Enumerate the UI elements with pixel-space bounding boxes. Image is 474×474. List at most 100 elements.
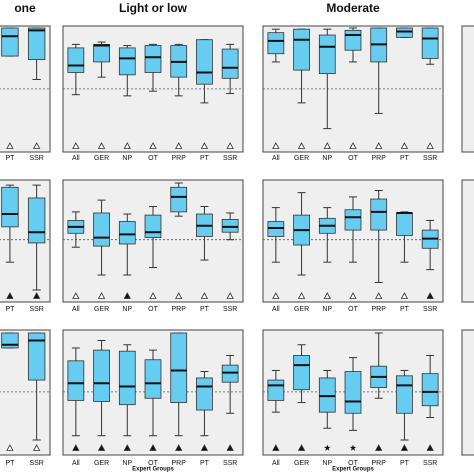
box bbox=[396, 212, 413, 236]
box bbox=[170, 186, 188, 213]
box bbox=[221, 364, 239, 383]
marker bbox=[175, 142, 183, 149]
x-tick-label: All bbox=[272, 155, 280, 162]
panel-title: Moderate bbox=[326, 1, 380, 15]
marker bbox=[272, 444, 280, 451]
box bbox=[293, 28, 310, 71]
marker bbox=[349, 142, 357, 149]
x-tick-label: PT bbox=[400, 306, 410, 313]
x-tick-label: PRP bbox=[372, 155, 387, 162]
box bbox=[27, 332, 46, 381]
x-tick-label: SSR bbox=[223, 155, 237, 162]
box bbox=[1, 27, 19, 57]
box bbox=[67, 360, 85, 401]
x-tick-label: GER bbox=[294, 460, 309, 467]
x-tick-label: SSR bbox=[423, 460, 437, 467]
x-tick-label: PT bbox=[400, 460, 410, 467]
marker bbox=[32, 292, 41, 299]
panel-title: Light or low bbox=[119, 1, 188, 15]
box bbox=[421, 373, 439, 407]
box bbox=[1, 186, 19, 228]
box bbox=[67, 47, 85, 73]
box bbox=[221, 48, 239, 79]
x-tick-label: SSR bbox=[29, 460, 43, 467]
marker bbox=[426, 292, 434, 299]
marker bbox=[72, 142, 80, 149]
box bbox=[93, 212, 110, 247]
marker bbox=[32, 142, 41, 149]
x-tick-label: All bbox=[72, 155, 80, 162]
x-tick-label: PT bbox=[200, 460, 210, 467]
box bbox=[344, 371, 362, 414]
box bbox=[267, 32, 285, 55]
marker bbox=[72, 444, 80, 451]
x-tick-label: All bbox=[272, 460, 280, 467]
marker bbox=[297, 142, 306, 149]
box bbox=[221, 218, 239, 233]
marker bbox=[97, 292, 106, 299]
marker bbox=[297, 444, 306, 451]
marker bbox=[175, 292, 183, 299]
box bbox=[27, 197, 46, 244]
marker bbox=[426, 142, 434, 149]
box bbox=[344, 209, 362, 231]
marker bbox=[272, 292, 280, 299]
box bbox=[396, 27, 413, 38]
x-tick-label: OT bbox=[348, 460, 358, 467]
box bbox=[93, 349, 110, 402]
box bbox=[118, 47, 136, 76]
x-tick-label: SSR bbox=[29, 155, 43, 162]
x-tick-label: GER bbox=[294, 306, 309, 313]
marker bbox=[97, 142, 106, 149]
marker bbox=[400, 142, 409, 149]
box bbox=[144, 45, 162, 73]
x-tick-label: GER bbox=[94, 460, 109, 467]
box bbox=[344, 29, 362, 51]
box bbox=[396, 375, 413, 414]
marker bbox=[375, 142, 383, 149]
box bbox=[196, 39, 213, 85]
x-tick-label: PRP bbox=[172, 306, 187, 313]
x-tick-label: PT bbox=[5, 155, 15, 162]
marker bbox=[297, 292, 306, 299]
x-tick-label: PT bbox=[400, 155, 410, 162]
marker bbox=[226, 292, 234, 299]
marker bbox=[426, 444, 434, 451]
x-tick-label: PRP bbox=[172, 155, 187, 162]
x-tick-label: All bbox=[272, 306, 280, 313]
panel-frame bbox=[461, 179, 474, 303]
marker bbox=[324, 444, 331, 451]
marker bbox=[226, 444, 234, 451]
x-tick-label: SSR bbox=[423, 155, 437, 162]
x-axis-label: Expert Groups bbox=[132, 467, 174, 473]
marker bbox=[6, 142, 14, 149]
box bbox=[93, 43, 110, 63]
panel-frame bbox=[461, 25, 474, 153]
marker bbox=[175, 444, 183, 451]
marker bbox=[97, 444, 106, 451]
marker bbox=[149, 444, 157, 451]
box bbox=[27, 27, 46, 60]
marker bbox=[349, 444, 357, 451]
marker bbox=[323, 142, 331, 149]
marker bbox=[323, 292, 331, 299]
panel-frame bbox=[461, 329, 474, 456]
x-tick-label: OT bbox=[348, 306, 358, 313]
marker bbox=[226, 142, 234, 149]
x-tick-label: NP bbox=[122, 460, 132, 467]
marker bbox=[200, 142, 209, 149]
x-tick-label: GER bbox=[294, 155, 309, 162]
x-tick-label: PRP bbox=[172, 460, 187, 467]
box bbox=[421, 27, 439, 59]
box bbox=[196, 377, 213, 411]
box bbox=[370, 198, 388, 231]
x-tick-label: All bbox=[72, 306, 80, 313]
x-tick-label: NP bbox=[322, 306, 332, 313]
marker bbox=[6, 292, 14, 299]
panel-title: one bbox=[14, 1, 36, 15]
marker bbox=[375, 444, 383, 451]
x-tick-label: PT bbox=[5, 460, 15, 467]
x-tick-label: All bbox=[72, 460, 80, 467]
